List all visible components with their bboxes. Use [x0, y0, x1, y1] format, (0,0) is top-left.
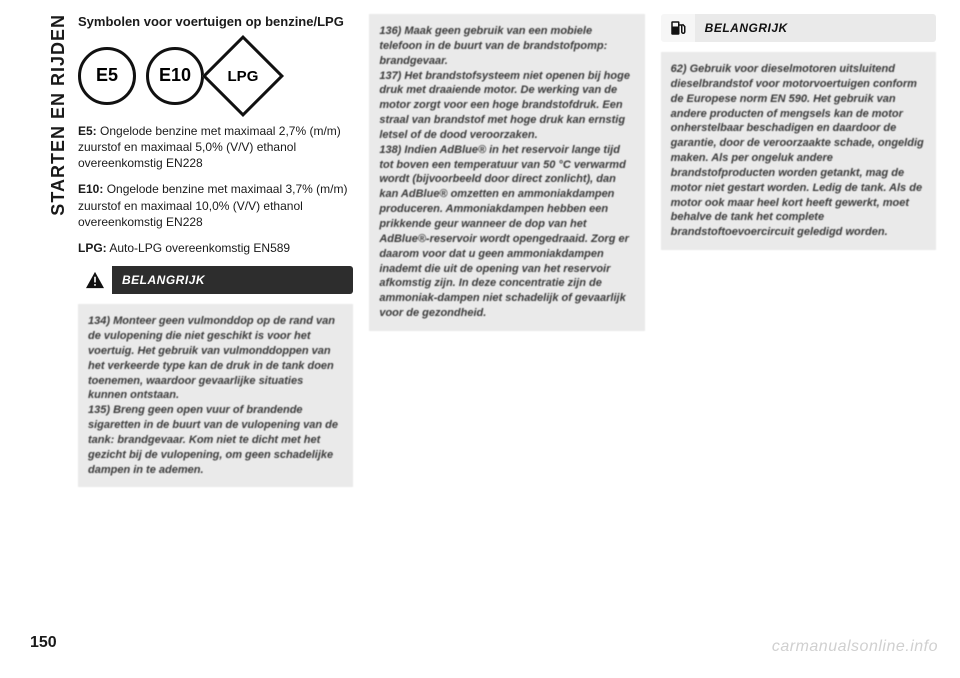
page-number: 150 [30, 634, 57, 652]
fuel-def-e5: E5: Ongelode benzine met maximaal 2,7% (… [78, 123, 353, 172]
warning-header-light: BELANGRIJK [661, 14, 936, 42]
warn-text-134: Monteer geen vulmonddop op de rand van d… [88, 315, 335, 401]
warn-text-137: Het brandstofsysteem niet openen bij hog… [379, 70, 630, 141]
fuel-def-e5-label: E5: [78, 124, 97, 138]
column-2: 136) Maak geen gebruik van een mobiele t… [369, 14, 644, 628]
fuel-def-e5-text: Ongelode benzine met maximaal 2,7% (m/m)… [78, 124, 341, 170]
warn-num-62: 62) [671, 63, 687, 75]
warning-triangle-icon [78, 266, 112, 294]
column-1: Symbolen voor voertuigen op benzine/LPG … [78, 14, 353, 628]
warn-num-134: 134) [88, 315, 110, 327]
heading-fuel-symbols: Symbolen voor voertuigen op benzine/LPG [78, 14, 353, 31]
warn-text-62: Gebruik voor dieselmotoren uitsluitend d… [671, 63, 924, 238]
section-title-vertical: STARTEN EN RIJDEN [48, 14, 69, 216]
fuel-symbol-e10: E10 [146, 47, 204, 105]
manual-page: STARTEN EN RIJDEN 150 carmanualsonline.i… [0, 0, 960, 678]
fuel-symbol-lpg: LPG [202, 35, 284, 117]
warning-block-2: 136) Maak geen gebruik van een mobiele t… [369, 14, 644, 331]
warn-text-136: Maak geen gebruik van een mobiele telefo… [379, 25, 607, 67]
fuel-def-e10-label: E10: [78, 182, 103, 196]
warn-text-135: Breng geen open vuur of brandende sigare… [88, 404, 338, 475]
column-3: BELANGRIJK 62) Gebruik voor dieselmotore… [661, 14, 936, 628]
fuel-def-lpg-text: Auto-LPG overeenkomstig EN589 [109, 241, 290, 255]
warning-label-1: BELANGRIJK [112, 266, 353, 294]
fuel-def-e10: E10: Ongelode benzine met maximaal 3,7% … [78, 181, 353, 230]
fuel-def-lpg-label: LPG: [78, 241, 107, 255]
warn-num-135: 135) [88, 404, 110, 416]
warning-header-dark-1: BELANGRIJK [78, 266, 353, 294]
warn-num-137: 137) [379, 70, 401, 82]
fuel-pump-icon [661, 14, 695, 42]
fuel-symbol-lpg-label: LPG [228, 67, 259, 84]
warn-num-136: 136) [379, 25, 401, 37]
warning-label-3: BELANGRIJK [695, 14, 936, 42]
warning-block-1: 134) Monteer geen vulmonddop op de rand … [78, 304, 353, 487]
fuel-def-lpg: LPG: Auto-LPG overeenkomstig EN589 [78, 240, 353, 256]
fuel-symbol-row: E5 E10 LPG [78, 47, 353, 105]
warn-num-138: 138) [379, 144, 401, 156]
warn-text-138: Indien AdBlue® in het reservoir lange ti… [379, 144, 629, 319]
content-columns: Symbolen voor voertuigen op benzine/LPG … [78, 14, 936, 628]
warning-block-3: 62) Gebruik voor dieselmotoren uitsluite… [661, 52, 936, 250]
watermark: carmanualsonline.info [772, 638, 938, 656]
fuel-def-e10-text: Ongelode benzine met maximaal 3,7% (m/m)… [78, 182, 347, 228]
fuel-symbol-e5: E5 [78, 47, 136, 105]
